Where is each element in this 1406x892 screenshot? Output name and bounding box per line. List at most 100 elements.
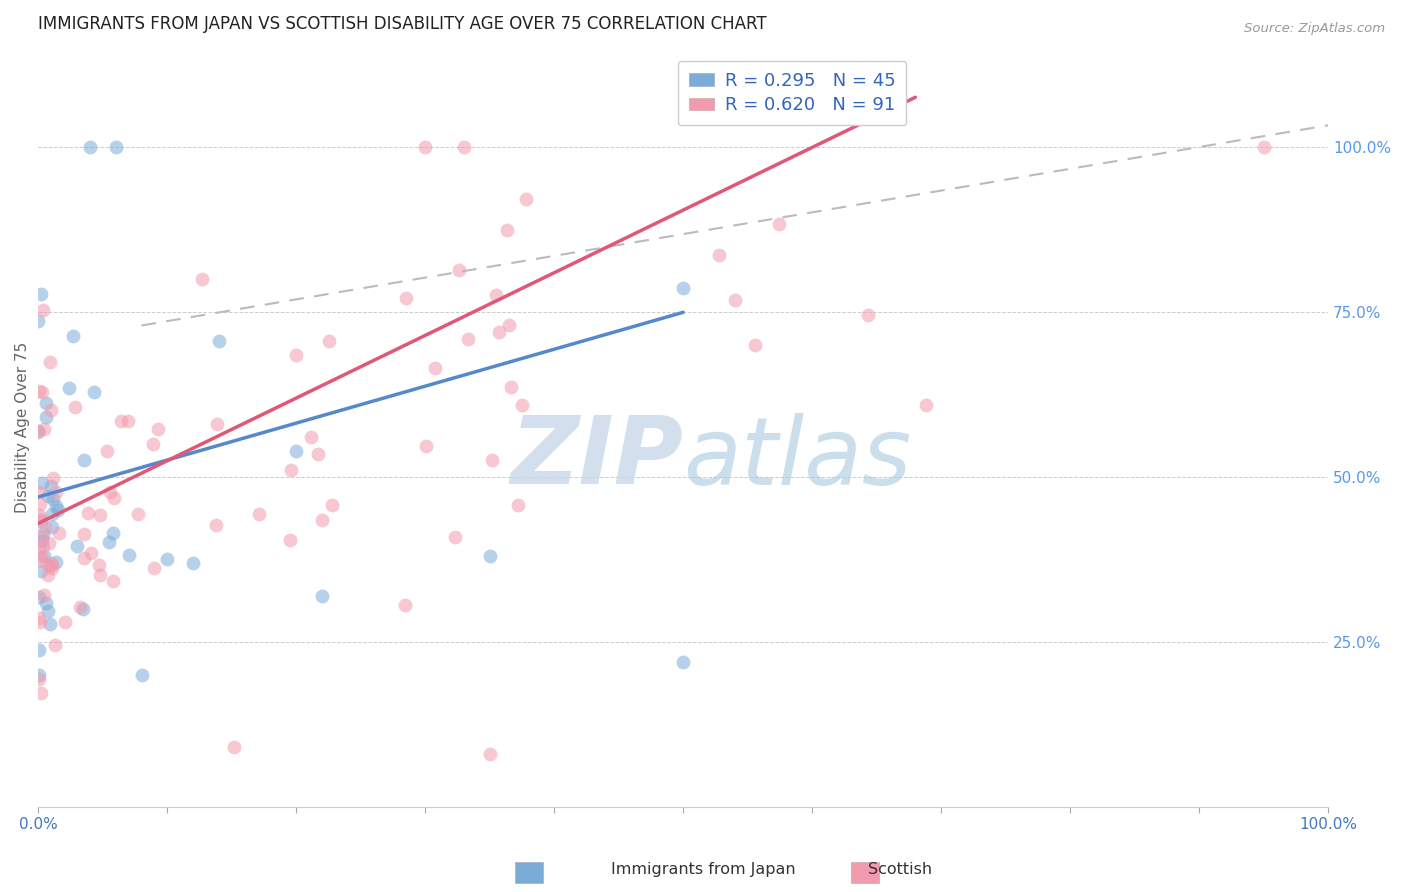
Point <box>768 217 790 231</box>
Point <box>62 329 84 343</box>
Point <box>30 615 52 630</box>
Point <box>39 616 62 631</box>
Point <box>278 533 301 548</box>
Point <box>38 536 60 550</box>
Point <box>73 453 96 467</box>
Point <box>37 567 59 582</box>
Point <box>32 422 55 436</box>
Point <box>915 399 938 413</box>
Point <box>143 561 166 575</box>
Point <box>96 444 118 458</box>
Text: Scottish: Scottish <box>868 863 932 877</box>
Point <box>72 602 94 616</box>
Point <box>413 140 436 154</box>
Point <box>83 385 105 400</box>
Point <box>32 588 55 602</box>
Point <box>707 248 730 262</box>
Point <box>744 338 766 352</box>
Point <box>285 349 308 363</box>
Point <box>31 540 53 554</box>
Point <box>27 424 49 438</box>
Point <box>103 491 125 506</box>
Point <box>45 484 67 499</box>
Point <box>35 410 58 425</box>
Point <box>415 439 437 453</box>
Point <box>499 379 522 393</box>
Point <box>31 476 53 491</box>
Point <box>101 574 124 589</box>
Point <box>110 414 132 428</box>
Point <box>31 384 53 399</box>
Point <box>724 293 747 307</box>
Point <box>30 498 52 512</box>
Point <box>66 539 89 553</box>
Point <box>146 422 169 436</box>
Point <box>45 500 67 514</box>
Point <box>104 140 127 154</box>
Point <box>453 140 475 154</box>
Point <box>423 360 446 375</box>
Point <box>488 326 510 340</box>
Point <box>39 354 62 368</box>
Point <box>478 549 501 564</box>
Point <box>89 568 111 582</box>
Point <box>38 558 60 573</box>
Y-axis label: Disability Age Over 75: Disability Age Over 75 <box>15 343 30 513</box>
Point <box>485 288 508 302</box>
Point <box>247 507 270 521</box>
Point <box>30 287 52 301</box>
Point <box>311 589 333 603</box>
Point <box>444 530 467 544</box>
Point <box>89 508 111 522</box>
Point <box>30 514 52 528</box>
Point <box>32 303 55 318</box>
Point <box>510 398 533 412</box>
Point <box>222 739 245 754</box>
Point <box>42 470 65 484</box>
Point <box>98 485 121 500</box>
Point <box>69 599 91 614</box>
Point <box>39 479 62 493</box>
Point <box>30 564 52 578</box>
Point <box>41 561 63 575</box>
Point <box>496 222 519 236</box>
Text: Source: ZipAtlas.com: Source: ZipAtlas.com <box>1244 22 1385 36</box>
Legend: R = 0.295   N = 45, R = 0.620   N = 91: R = 0.295 N = 45, R = 0.620 N = 91 <box>678 62 907 125</box>
Point <box>204 518 226 533</box>
Point <box>34 549 56 563</box>
Point <box>37 604 59 618</box>
Point <box>101 525 124 540</box>
Bar <box>851 862 879 883</box>
Point <box>506 498 529 512</box>
Point <box>28 541 51 555</box>
Point <box>672 281 695 295</box>
Point <box>30 549 52 564</box>
Point <box>28 590 51 604</box>
Point <box>41 520 63 534</box>
Point <box>447 263 470 277</box>
Text: ZIP: ZIP <box>510 412 683 504</box>
Point <box>117 414 139 428</box>
Point <box>1253 140 1275 154</box>
Point <box>142 437 165 451</box>
Point <box>498 318 520 333</box>
Point <box>307 447 329 461</box>
Point <box>73 551 96 566</box>
Point <box>27 425 49 439</box>
Point <box>321 498 343 512</box>
Point <box>457 332 479 346</box>
Point <box>28 642 51 657</box>
Point <box>28 672 51 686</box>
Point <box>41 507 63 521</box>
Point <box>87 558 110 572</box>
Point <box>131 668 153 682</box>
Point <box>280 463 302 477</box>
Point <box>117 548 139 562</box>
Point <box>299 430 322 444</box>
Point <box>53 615 76 629</box>
Point <box>205 417 228 432</box>
Point <box>39 403 62 417</box>
Point <box>285 443 308 458</box>
Point <box>191 272 214 286</box>
Point <box>58 381 80 395</box>
